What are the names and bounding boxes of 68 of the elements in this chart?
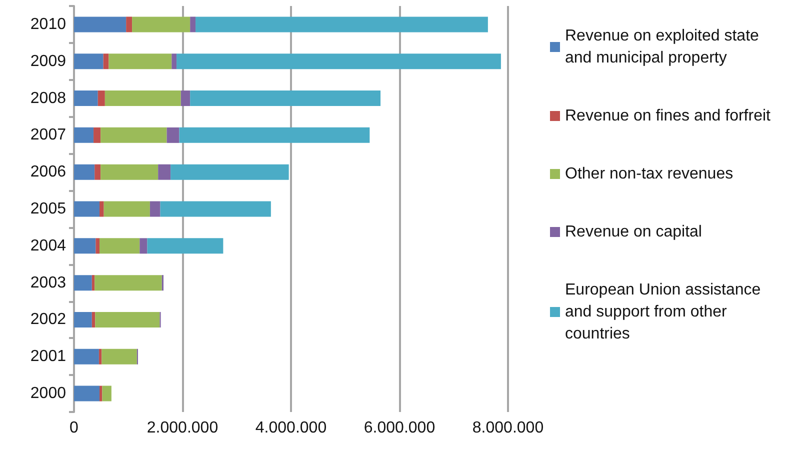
x-tick-label: 2.000.000: [146, 420, 218, 436]
bar: [140, 238, 148, 254]
bar: [176, 54, 501, 70]
bar: [100, 164, 158, 180]
bar: [74, 348, 99, 364]
bar: [74, 54, 104, 70]
bar: [96, 238, 100, 254]
y-tick-label: 2004: [30, 237, 66, 254]
bar: [74, 275, 92, 291]
bar: [158, 164, 171, 180]
bar: [94, 127, 101, 143]
bar: [180, 90, 190, 106]
bar: [104, 201, 150, 217]
y-tick-label: 2002: [30, 311, 66, 328]
x-tick-label: 8.000.000: [472, 420, 544, 436]
y-tick-label: 2007: [30, 126, 66, 144]
y-tick-label: 2008: [30, 90, 66, 107]
bar: [104, 90, 181, 106]
x-tick-label: 6.000.000: [364, 420, 436, 436]
bar: [160, 201, 271, 217]
y-tick-label: 2006: [30, 164, 66, 181]
bar: [74, 127, 94, 143]
bar: [92, 312, 96, 328]
bar: [95, 312, 160, 328]
bar: [100, 127, 167, 143]
bar: [74, 201, 100, 217]
bar: [92, 275, 95, 291]
y-tick-label: 2005: [30, 200, 66, 218]
bar: [103, 54, 109, 70]
x-tick-label: 0: [70, 420, 79, 436]
bar: [94, 275, 162, 291]
bar: [147, 238, 224, 254]
bar: [100, 238, 140, 254]
bar: [102, 386, 112, 402]
bar: [100, 386, 102, 402]
bar: [98, 90, 105, 106]
y-tick-label: 2000: [30, 385, 66, 402]
bar: [98, 348, 102, 364]
y-tick-label: 2009: [30, 52, 66, 70]
y-tick-label: 2003: [30, 274, 66, 292]
bar: [190, 90, 381, 106]
bar: [74, 238, 96, 254]
bar: [94, 164, 101, 180]
bar: [126, 16, 132, 32]
legend-label: Revenue on fines and forfreit: [565, 108, 772, 124]
bar: [108, 54, 172, 70]
bar: [166, 127, 180, 143]
bar: [150, 201, 160, 217]
bar: [102, 348, 137, 364]
bar: [74, 386, 100, 402]
bar: [196, 16, 488, 32]
legend-label: European Union assistance and support from other countries: [565, 282, 766, 342]
bar: [179, 127, 370, 143]
bar: [172, 54, 177, 70]
bar: [132, 16, 190, 32]
y-tick-label: 2001: [30, 348, 66, 366]
bar: [190, 16, 196, 32]
x-tick-label: 4.000.000: [255, 420, 327, 436]
bar: [74, 16, 126, 32]
legend-label: Revenue on exploited state and municipal property: [565, 28, 764, 66]
bar: [74, 164, 95, 180]
y-tick-label: 2010: [30, 16, 66, 33]
bar: [74, 90, 98, 106]
legend-label: Other non-tax revenues: [565, 166, 734, 182]
bar: [74, 312, 92, 328]
legend-label: Revenue on capital: [565, 224, 702, 240]
bar: [170, 164, 289, 180]
bar: [100, 201, 104, 217]
